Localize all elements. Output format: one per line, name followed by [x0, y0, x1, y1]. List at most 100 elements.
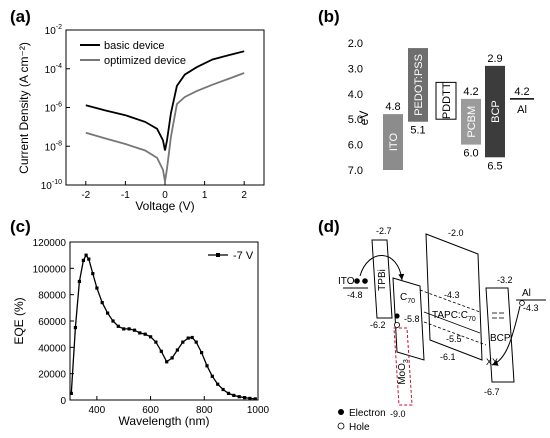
level-bar-ito [383, 114, 403, 170]
layer-name-ito: ITO [338, 276, 355, 287]
panel-a-y-ticks: 10-2 10-4 10-6 10-8 10-10 [41, 24, 70, 192]
layer-name-bcp: BCP [490, 333, 511, 344]
a-x-tick-label: -1 [121, 190, 130, 201]
b-y-tick-label: 3.0 [348, 63, 363, 75]
panel-b-y-ticks: 2.0 3.0 4.0 5.0 6.0 7.0 [348, 38, 363, 177]
layer-name-c70: C70 [400, 292, 415, 305]
level-name-pedot-pss: PEDOT:PSS [413, 54, 425, 116]
tapc-deep-homo-label: -6.1 [440, 352, 456, 362]
panel-a-x-ticks: -2 -1 0 1 2 [81, 181, 247, 201]
series-line-basic-device [85, 50, 245, 151]
level-bar-pedot-pss [408, 48, 428, 122]
tpbi-block [371, 239, 393, 319]
panel-c-label: (c) [10, 217, 31, 236]
c-y-tick-label: 60000 [38, 317, 66, 328]
moo3-block [393, 327, 413, 406]
tpbi-homo-label: -6.2 [370, 320, 386, 330]
eqe-data-point [77, 279, 81, 284]
c-y-tick-label: 40000 [38, 343, 66, 354]
bcp-block [485, 287, 515, 383]
legend-hole-dot [337, 422, 345, 430]
c-x-tick-label: 600 [142, 405, 159, 416]
c-y-tick-label: 120000 [33, 238, 67, 249]
bcp-recombination-marks: XX [486, 357, 498, 367]
level-name-al: Al [517, 104, 527, 116]
level-value-bcp: 6.5 [487, 160, 502, 172]
panel-c-x-axis-label: Wavelength (nm) [119, 414, 210, 428]
eqe-data-point [100, 301, 104, 305]
level-value-bcp: 2.9 [487, 53, 502, 65]
al-level-label: -4.3 [523, 303, 539, 313]
layer-name-moo3: MoO3 [397, 359, 410, 385]
c-x-tick-label: 1000 [247, 405, 270, 416]
a-y-tick-label: 10-8 [45, 140, 62, 153]
eqe-data-point [116, 324, 120, 328]
panel-c-series [69, 253, 257, 401]
tapc-homo-dashed-line [423, 321, 487, 346]
layer-name-tapc-c70: TAPC:C70 [432, 310, 476, 323]
level-bar-pcbm [461, 98, 481, 145]
legend-hole-label: Hole [349, 422, 370, 433]
level-name-ito: ITO [388, 133, 400, 152]
eqe-data-point [170, 356, 174, 360]
panel-c-legend: -7 V [208, 250, 254, 262]
eqe-data-point [69, 391, 73, 395]
c-y-tick-label: 80000 [38, 291, 66, 302]
a-x-tick-label: 2 [241, 190, 247, 201]
tapc-c70-lumo-label: -4.3 [444, 290, 460, 300]
tpbi-lumo-label: -2.7 [376, 226, 392, 236]
a-y-tick-label: 10-4 [45, 63, 62, 76]
eqe-data-point [106, 311, 110, 315]
panel-b: (b) 2.0 3.0 4.0 5.0 6.0 7.0 eV ITO 4.8 PEDOT:PS… [318, 7, 534, 177]
panel-c-plot-frame [69, 241, 259, 401]
eqe-data-point [221, 387, 225, 392]
eqe-data-point [143, 332, 147, 336]
moo3-level-label: -9.0 [390, 409, 406, 419]
eqe-data-point [111, 319, 115, 323]
c70-electron-dot [394, 313, 400, 319]
tapc-homo-label: -5.5 [446, 334, 462, 344]
legend-label-minus7v: -7 V [233, 250, 254, 262]
ito-electron-dot-2 [362, 278, 368, 284]
eqe-data-point [91, 272, 95, 276]
a-x-tick-label: 0 [162, 190, 168, 201]
legend-electron-label: Electron [349, 408, 386, 419]
bcp-lumo-label: -3.2 [497, 275, 513, 285]
eqe-data-point [84, 253, 88, 257]
a-y-tick-label: 10-6 [45, 102, 62, 115]
ito-electron-dot-1 [354, 278, 360, 284]
eqe-data-point [154, 340, 158, 344]
b-y-tick-label: 2.0 [348, 38, 363, 50]
eqe-data-point [159, 349, 163, 353]
c-y-tick-label: 20000 [38, 370, 66, 381]
c-y-tick-label: 0 [60, 396, 66, 407]
level-value-pcbm: 4.2 [463, 86, 478, 98]
panel-a-series [85, 50, 245, 182]
a-y-tick-label: 10-10 [41, 179, 62, 192]
b-y-tick-label: 7.0 [348, 165, 363, 177]
eqe-data-point [190, 335, 194, 340]
tapc-homo-line [423, 311, 481, 334]
b-y-tick-label: 6.0 [348, 140, 363, 152]
eqe-data-point [248, 396, 252, 400]
eqe-data-point [132, 328, 137, 332]
eqe-data-point [175, 348, 179, 352]
eqe-data-point [181, 340, 185, 344]
panel-c-y-axis-label: EQE (%) [12, 297, 26, 344]
a-x-tick-label: -2 [81, 190, 90, 201]
panel-a-x-axis-label: Voltage (V) [135, 199, 194, 213]
panel-c-x-ticks: 400 600 800 1000 [89, 396, 270, 416]
panel-a-y-axis-label: Current Density (A cm⁻²) [17, 42, 31, 174]
panel-c: (c) 400 600 800 1000 0 20000 40000 60000 80000 1… [10, 217, 270, 428]
eqe-data-point [87, 257, 91, 261]
eqe-data-point [200, 351, 204, 355]
panel-a: (a) -2 -1 0 1 2 10-2 10-4 10-6 10-8 10-10 basic … [10, 7, 265, 213]
eqe-data-point [95, 286, 99, 290]
c-y-tick-label: 100000 [33, 264, 67, 275]
level-value-ito: 4.8 [385, 101, 400, 113]
layer-name-tpbi: TPBi [377, 269, 388, 291]
al-hole-dot [519, 300, 525, 306]
eqe-data-point [226, 391, 231, 395]
panel-a-legend: basic device optimized device [80, 40, 186, 67]
